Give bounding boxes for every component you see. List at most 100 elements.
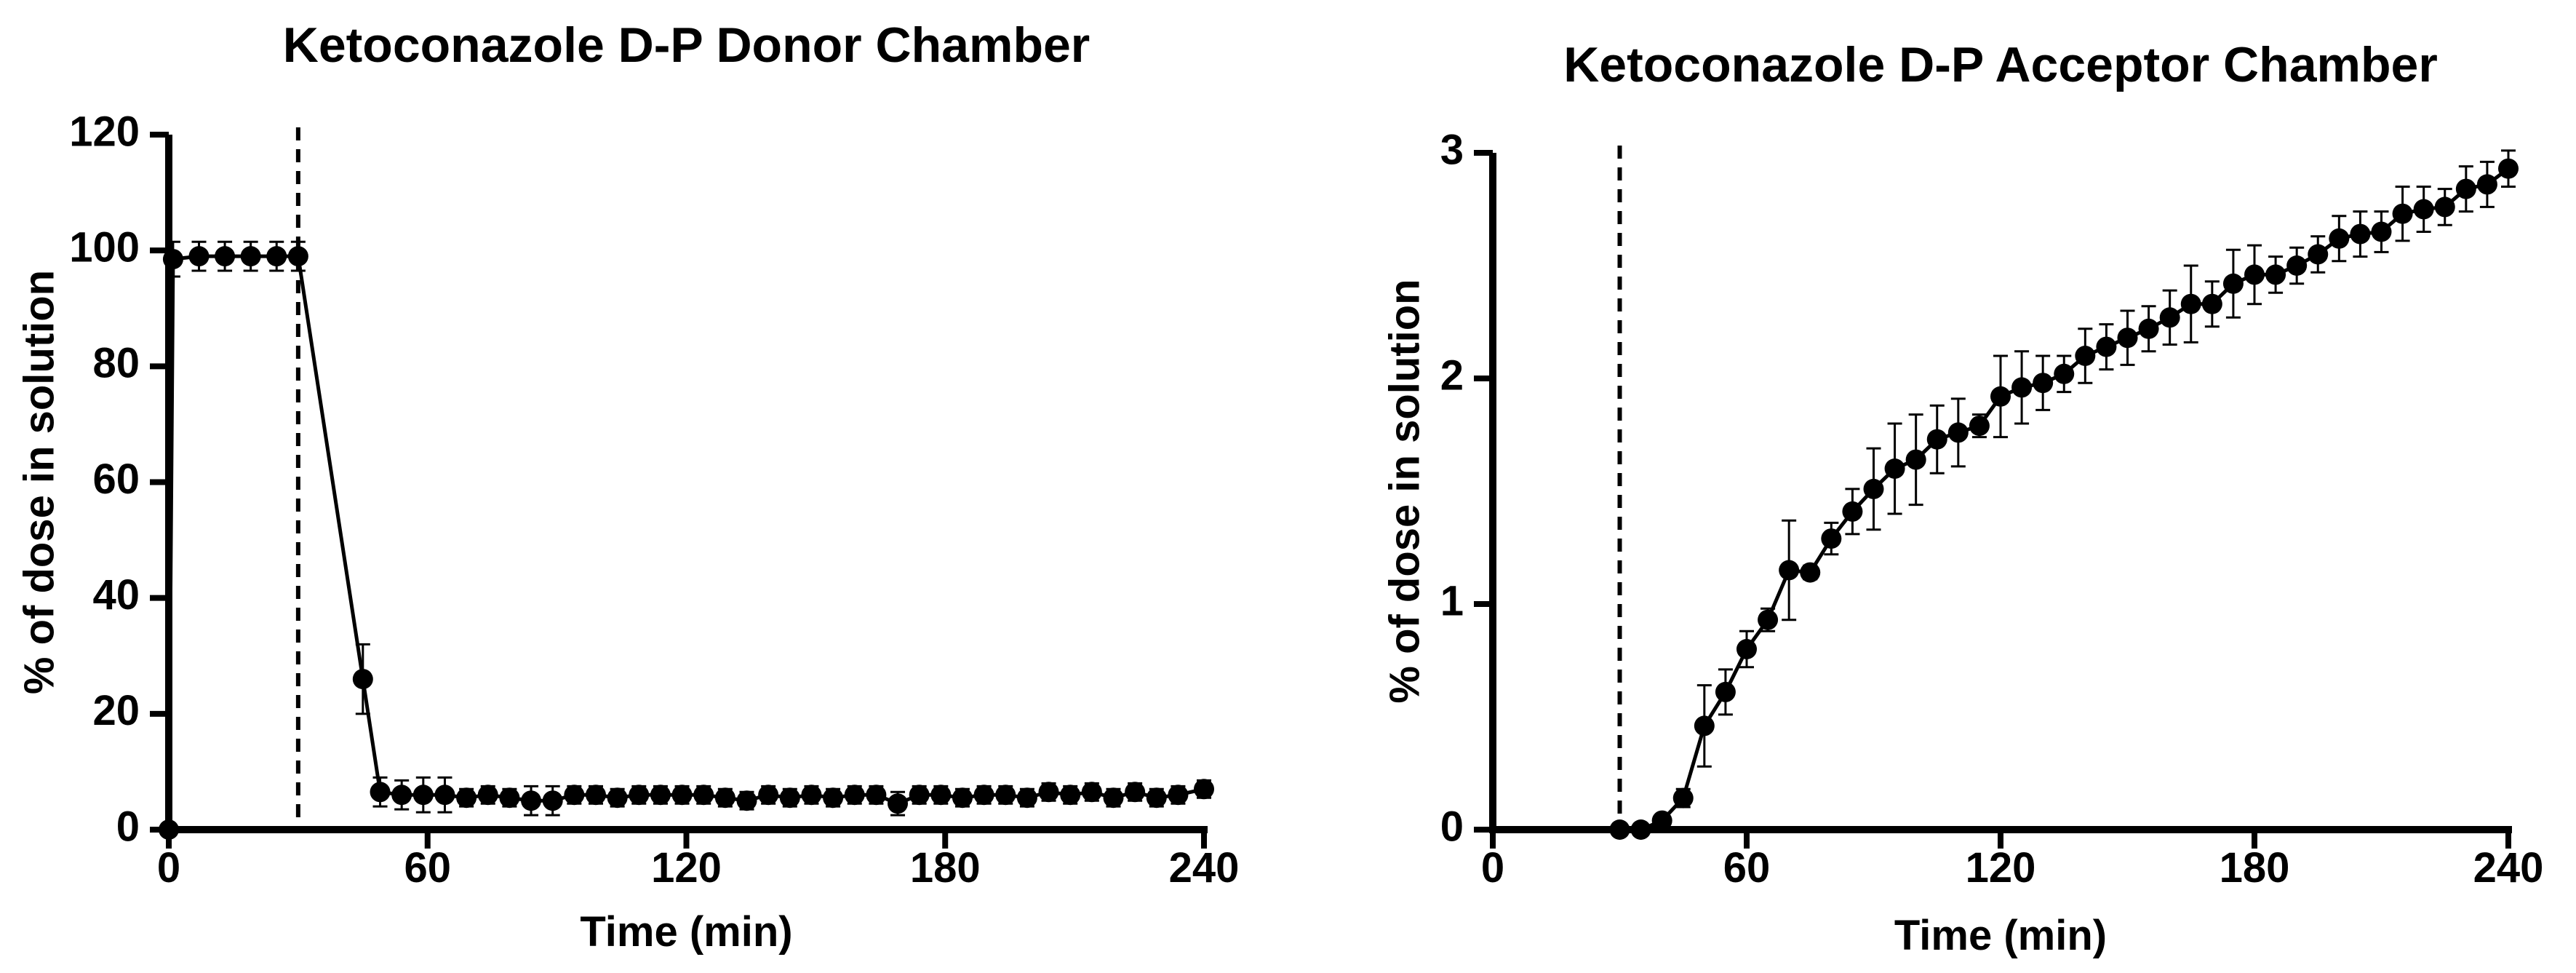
data-point	[2011, 377, 2033, 398]
donor-chart: Ketoconazole D-P Donor Chamber Time (min…	[15, 17, 1239, 956]
data-point	[1060, 785, 1081, 806]
data-point	[866, 785, 887, 806]
y-tick-label: 3	[1440, 126, 1464, 173]
x-tick-label: 240	[1169, 844, 1240, 891]
data-point	[2476, 174, 2497, 195]
data-point	[2117, 327, 2138, 349]
series-line	[1619, 167, 2510, 832]
data-point	[1103, 787, 1124, 809]
y-tick-labels: 0 1 2 3	[1440, 126, 1464, 850]
data-point	[2434, 196, 2455, 218]
data-point	[1125, 782, 1146, 803]
data-point	[352, 669, 373, 690]
data-point	[2075, 346, 2096, 366]
x-tick-label: 180	[2220, 844, 2290, 891]
data-point	[1715, 681, 1736, 702]
data-point	[650, 785, 671, 806]
data-point	[1016, 787, 1037, 809]
data-point	[2265, 264, 2286, 285]
y-tick-label: 20	[92, 687, 140, 734]
data-point	[1651, 810, 1672, 831]
data-point	[585, 785, 606, 806]
data-point	[2222, 273, 2244, 294]
y-tick-label: 120	[69, 108, 140, 155]
data-point	[521, 790, 542, 811]
x-tick-label: 60	[404, 844, 451, 891]
data-point	[1800, 562, 1821, 583]
data-point	[823, 787, 844, 809]
data-point	[2159, 307, 2180, 328]
data-point	[1194, 779, 1214, 800]
data-point	[215, 246, 236, 267]
data-point	[2392, 203, 2413, 224]
y-tick-label: 2	[1440, 352, 1464, 399]
data-point	[1990, 386, 2011, 407]
x-tick-label: 0	[1481, 844, 1504, 891]
x-tick-label: 120	[1966, 844, 2036, 891]
data-point	[412, 785, 434, 806]
y-tick-label: 60	[92, 456, 140, 503]
x-axis-label: Time (min)	[580, 908, 792, 956]
data-point	[2286, 255, 2308, 276]
data-point	[2413, 199, 2434, 220]
data-point	[888, 793, 909, 814]
data-point	[1694, 715, 1715, 736]
data-point	[287, 246, 308, 267]
y-tick-labels: 0 20 40 60 80 100 120	[69, 108, 140, 850]
data-point	[2096, 336, 2117, 357]
data-point	[758, 785, 779, 806]
data-point	[714, 787, 735, 809]
data-point	[1926, 429, 1947, 450]
y-tick-label: 100	[69, 223, 140, 271]
data-point	[1672, 787, 1694, 809]
data-point	[1038, 782, 1059, 803]
x-tick-label: 120	[651, 844, 722, 891]
series-line	[167, 254, 1205, 830]
y-tick-label: 0	[116, 803, 140, 850]
y-axis-label: % of dose in solution	[1381, 279, 1428, 703]
data-point	[1736, 639, 1757, 659]
data-point	[1758, 609, 1779, 630]
data-point	[1081, 782, 1102, 803]
data-point	[499, 787, 520, 809]
acceptor-chart: Ketoconazole D-P Acceptor Chamber Time (…	[1381, 37, 2543, 959]
data-point	[477, 785, 498, 806]
chart-title: Ketoconazole D-P Acceptor Chamber	[1563, 37, 2438, 92]
data-point	[370, 782, 391, 803]
data-point	[1630, 819, 1651, 840]
data-point	[801, 785, 822, 806]
data-point	[1863, 478, 1884, 499]
data-point	[240, 246, 261, 267]
data-point	[456, 787, 477, 809]
data-point	[2371, 221, 2392, 242]
data-point	[2138, 318, 2159, 339]
data-point	[736, 790, 757, 811]
data-point	[1609, 819, 1630, 840]
data-point	[1842, 501, 1863, 522]
y-tick-label: 0	[1440, 803, 1464, 850]
data-point	[952, 787, 973, 809]
data-point	[1821, 528, 1842, 549]
data-point	[2180, 293, 2201, 314]
x-axis-label: Time (min)	[1894, 912, 2107, 959]
data-point	[266, 246, 287, 267]
data-point	[629, 785, 650, 806]
data-point	[2308, 244, 2329, 265]
data-point	[909, 785, 930, 806]
data-point	[2201, 293, 2222, 314]
data-point	[2498, 158, 2519, 179]
data-point	[2350, 223, 2371, 245]
x-tick-labels: 0 60 120 180 240	[1481, 844, 2544, 891]
data-point	[564, 785, 585, 806]
x-tick-label: 60	[1723, 844, 1771, 891]
x-tick-labels: 0 60 120 180 240	[157, 844, 1240, 891]
data-point	[779, 787, 800, 809]
data-point	[844, 785, 865, 806]
data-point	[2033, 373, 2054, 394]
x-tick-label: 240	[2473, 844, 2544, 891]
data-point	[995, 785, 1016, 806]
y-tick-label: 80	[92, 340, 140, 387]
data-point	[671, 785, 693, 806]
data-point	[1779, 560, 1800, 581]
